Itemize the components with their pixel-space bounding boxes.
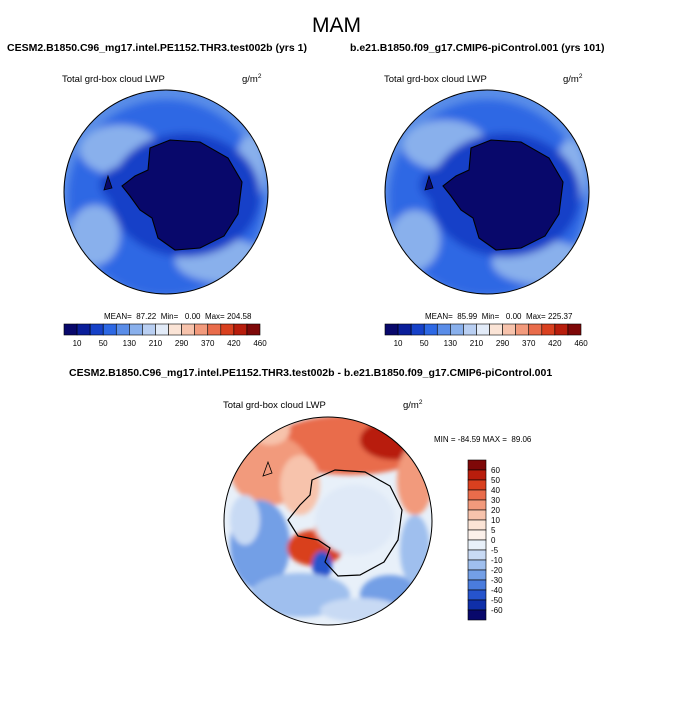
colorbar-2-swatch-14 bbox=[567, 323, 582, 336]
colorbar-1-swatch-11 bbox=[207, 323, 222, 336]
colorbar-3-swatch-7 bbox=[467, 529, 487, 541]
panel-1-case-title: CESM2.B1850.C96_mg17.intel.PE1152.THR3.t… bbox=[7, 42, 307, 54]
colorbar-1-label-7: 460 bbox=[253, 339, 267, 348]
colorbar-1-swatch-13 bbox=[233, 323, 248, 336]
colorbar-2-label-0: 10 bbox=[394, 339, 403, 348]
colorbar-1-swatch-6 bbox=[142, 323, 156, 336]
panel-2-unit-label: g/m2 bbox=[563, 73, 583, 86]
colorbar-3-label-13: -50 bbox=[491, 596, 503, 605]
colorbar-3-label-6: 5 bbox=[491, 526, 496, 535]
colorbar-1-label-4: 290 bbox=[175, 339, 189, 348]
panel-1-variable-label: Total grd-box cloud LWP bbox=[62, 74, 165, 85]
colorbar-3-label-0: 60 bbox=[491, 466, 500, 475]
colorbar-2-swatch-2 bbox=[410, 323, 425, 336]
colorbar-3-swatch-13 bbox=[467, 589, 487, 601]
panel-2-colorbar: 10 50 130 210 290 370 420 460 bbox=[384, 323, 588, 348]
colorbar-1-swatch-10 bbox=[194, 323, 209, 336]
colorbar-3-swatch-12 bbox=[467, 579, 487, 591]
colorbar-2-label-2: 130 bbox=[444, 339, 458, 348]
colorbar-3-label-10: -20 bbox=[491, 566, 503, 575]
colorbar-1-label-3: 210 bbox=[149, 339, 163, 348]
colorbar-2-label-6: 420 bbox=[548, 339, 562, 348]
panel-2-variable-label: Total grd-box cloud LWP bbox=[384, 74, 487, 85]
colorbar-3-label-5: 10 bbox=[491, 516, 500, 525]
panel-1-stats: MEAN= 87.22 Min= 0.00 Max= 204.58 bbox=[104, 312, 252, 321]
colorbar-1-label-2: 130 bbox=[123, 339, 137, 348]
figure-title: MAM bbox=[312, 14, 361, 37]
colorbar-2-label-3: 210 bbox=[470, 339, 484, 348]
colorbar-1-swatch-8 bbox=[168, 323, 182, 336]
colorbar-2-swatch-10 bbox=[515, 323, 530, 336]
colorbar-2-swatch-11 bbox=[528, 323, 543, 336]
colorbar-3-swatch-11 bbox=[467, 569, 487, 581]
colorbar-2-label-4: 290 bbox=[496, 339, 510, 348]
colorbar-2-swatch-0 bbox=[384, 323, 399, 336]
colorbar-2-swatch-9 bbox=[502, 323, 516, 336]
diff-unit-label: g/m2 bbox=[403, 399, 423, 412]
diff-stats: MIN = -84.59 MAX = 89.06 bbox=[434, 435, 532, 444]
colorbar-3-swatch-10 bbox=[467, 559, 487, 571]
colorbar-2-swatch-5 bbox=[450, 323, 464, 336]
colorbar-1-label-1: 50 bbox=[99, 339, 108, 348]
colorbar-1-swatch-7 bbox=[155, 323, 169, 336]
colorbar-3-swatch-6 bbox=[467, 519, 487, 531]
colorbar-2-swatch-7 bbox=[476, 323, 490, 336]
colorbar-2-label-7: 460 bbox=[574, 339, 588, 348]
colorbar-3-swatch-1 bbox=[467, 469, 487, 481]
diff-variable-label: Total grd-box cloud LWP bbox=[223, 400, 326, 411]
panel-2-case-title: b.e21.B1850.f09_g17.CMIP6-piControl.001 … bbox=[350, 42, 605, 54]
colorbar-3-label-4: 20 bbox=[491, 506, 500, 515]
diff-title: CESM2.B1850.C96_mg17.intel.PE1152.THR3.t… bbox=[69, 367, 553, 379]
colorbar-3-label-7: 0 bbox=[491, 536, 496, 545]
colorbar-3-swatch-0 bbox=[467, 459, 487, 471]
colorbar-3-swatch-2 bbox=[467, 479, 487, 491]
colorbar-3-label-1: 50 bbox=[491, 476, 500, 485]
panel-2-map bbox=[384, 89, 590, 295]
colorbar-3-swatch-4 bbox=[467, 499, 487, 511]
diff-map bbox=[223, 416, 433, 626]
colorbar-2-swatch-13 bbox=[554, 323, 569, 336]
colorbar-1-swatch-5 bbox=[129, 323, 143, 336]
colorbar-3-label-8: -5 bbox=[491, 546, 499, 555]
colorbar-3-label-11: -30 bbox=[491, 576, 503, 585]
colorbar-3-swatch-3 bbox=[467, 489, 487, 501]
colorbar-1-swatch-4 bbox=[115, 323, 130, 336]
panel-2-stats: MEAN= 85.99 Min= 0.00 Max= 225.37 bbox=[425, 312, 573, 321]
panel-1-colorbar: 10 50 130 210 290 370 420 460 bbox=[63, 323, 267, 348]
colorbar-1-label-0: 10 bbox=[73, 339, 82, 348]
colorbar-1-swatch-1 bbox=[76, 323, 91, 336]
colorbar-2-swatch-4 bbox=[436, 323, 451, 336]
colorbar-2-swatch-3 bbox=[423, 323, 438, 336]
colorbar-1-swatch-9 bbox=[181, 323, 195, 336]
colorbar-1-swatch-14 bbox=[246, 323, 261, 336]
colorbar-3-swatch-8 bbox=[467, 539, 487, 551]
colorbar-1-swatch-0 bbox=[63, 323, 78, 336]
colorbar-3-swatch-9 bbox=[467, 549, 487, 561]
colorbar-3-label-14: -60 bbox=[491, 606, 503, 615]
colorbar-3-label-9: -10 bbox=[491, 556, 503, 565]
colorbar-3-label-3: 30 bbox=[491, 496, 500, 505]
colorbar-1-swatch-12 bbox=[220, 323, 235, 336]
colorbar-3-swatch-5 bbox=[467, 509, 487, 521]
colorbar-2-swatch-6 bbox=[463, 323, 477, 336]
colorbar-2-swatch-8 bbox=[489, 323, 503, 336]
colorbar-1-label-5: 370 bbox=[201, 339, 215, 348]
colorbar-3-swatch-15 bbox=[467, 609, 487, 621]
colorbar-3-label-2: 40 bbox=[491, 486, 500, 495]
colorbar-2-label-5: 370 bbox=[522, 339, 536, 348]
colorbar-2-swatch-12 bbox=[541, 323, 556, 336]
colorbar-1-label-6: 420 bbox=[227, 339, 241, 348]
colorbar-2-swatch-1 bbox=[397, 323, 412, 336]
colorbar-3-swatch-14 bbox=[467, 599, 487, 611]
panel-1-map bbox=[63, 89, 269, 295]
colorbar-1-swatch-3 bbox=[102, 323, 117, 336]
colorbar-1-swatch-2 bbox=[89, 323, 104, 336]
colorbar-2-label-1: 50 bbox=[420, 339, 429, 348]
colorbar-3-label-12: -40 bbox=[491, 586, 503, 595]
panel-1-unit-label: g/m2 bbox=[242, 73, 262, 86]
